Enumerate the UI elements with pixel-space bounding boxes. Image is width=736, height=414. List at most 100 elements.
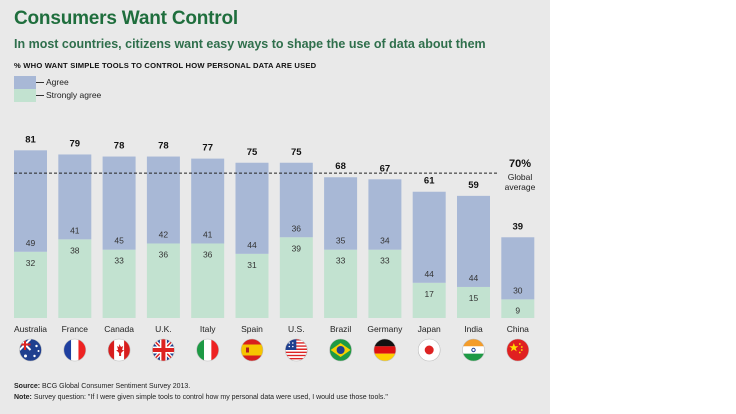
data-label-agree: 44 bbox=[469, 273, 479, 283]
x-tick-label: Japan bbox=[418, 324, 441, 334]
bar-strongly-agree bbox=[412, 282, 446, 318]
data-label-total: 67 bbox=[380, 163, 391, 174]
data-label-agree: 35 bbox=[336, 236, 346, 246]
x-tick-label: Brazil bbox=[330, 324, 351, 334]
bar-agree bbox=[501, 237, 535, 300]
japan-flag-icon bbox=[417, 338, 441, 362]
stacked-bar-chart: 49 32 81 Australia 41 38 79 France 45 33 78 Canada 4… bbox=[14, 134, 536, 362]
x-tick-label: Italy bbox=[200, 324, 216, 334]
data-label-total: 79 bbox=[70, 138, 81, 149]
brazil-flag-icon bbox=[329, 338, 352, 362]
data-label-strongly-agree: 36 bbox=[203, 249, 213, 259]
legend-leader-strongly-agree bbox=[36, 95, 44, 96]
data-label-total: 78 bbox=[158, 141, 169, 152]
germany-flag-icon bbox=[373, 338, 397, 362]
bar-agree bbox=[279, 162, 313, 238]
x-tick-label: France bbox=[62, 324, 89, 334]
legend-label-agree: Agree bbox=[46, 77, 69, 87]
chart-subtitle: In most countries, citizens want easy wa… bbox=[14, 37, 486, 51]
legend-label-strongly-agree: Strongly agree bbox=[46, 90, 102, 100]
data-label-agree: 44 bbox=[247, 240, 257, 250]
bar-strongly-agree bbox=[235, 253, 269, 318]
bar-strongly-agree bbox=[191, 243, 225, 318]
legend-leader-agree bbox=[36, 82, 44, 83]
data-label-agree: 42 bbox=[159, 229, 169, 239]
bar-agree bbox=[14, 150, 47, 252]
bar-agree bbox=[58, 154, 92, 240]
bar-strongly-agree bbox=[14, 251, 47, 318]
note-line: Note: Survey question: "If I were given … bbox=[14, 394, 388, 401]
data-label-agree: 49 bbox=[26, 238, 36, 248]
bar-strongly-agree bbox=[102, 249, 136, 318]
x-tick-label: U.K. bbox=[155, 324, 172, 334]
spain-flag-icon bbox=[240, 338, 264, 362]
uk-flag-icon bbox=[152, 338, 175, 362]
bar-strongly-agree bbox=[368, 249, 402, 318]
bar-strongly-agree bbox=[279, 237, 313, 318]
chart-title: Consumers Want Control bbox=[14, 8, 238, 29]
reference-line-label: Global bbox=[508, 172, 533, 182]
x-tick-label: Spain bbox=[241, 324, 263, 334]
data-label-agree: 45 bbox=[114, 236, 124, 246]
data-label-agree: 41 bbox=[70, 225, 80, 235]
bar-agree bbox=[368, 179, 402, 250]
data-label-strongly-agree: 39 bbox=[292, 243, 302, 253]
data-label-strongly-agree: 33 bbox=[380, 256, 390, 266]
china-flag-icon bbox=[506, 338, 530, 362]
x-tick-label: Canada bbox=[104, 324, 134, 334]
data-label-strongly-agree: 33 bbox=[114, 256, 124, 266]
india-flag-icon bbox=[462, 338, 485, 362]
data-label-agree: 41 bbox=[203, 229, 213, 239]
bar-strongly-agree bbox=[324, 249, 358, 318]
y-axis-label: % WHO WANT SIMPLE TOOLS TO CONTROL HOW P… bbox=[14, 61, 317, 70]
data-label-strongly-agree: 32 bbox=[26, 258, 36, 268]
italy-flag-icon bbox=[196, 338, 219, 362]
data-label-total: 75 bbox=[291, 147, 302, 158]
data-label-strongly-agree: 36 bbox=[159, 249, 169, 259]
data-label-strongly-agree: 31 bbox=[247, 260, 257, 270]
data-label-total: 61 bbox=[424, 176, 435, 187]
bar-strongly-agree bbox=[457, 286, 490, 318]
australia-flag-icon bbox=[19, 338, 42, 362]
bar-agree bbox=[235, 162, 269, 254]
x-tick-label: China bbox=[507, 324, 529, 334]
bar-agree bbox=[146, 156, 180, 244]
bar-strongly-agree bbox=[146, 243, 180, 318]
chart-footer: Source: BCG Global Consumer Sentiment Su… bbox=[14, 381, 388, 403]
bar-agree bbox=[457, 195, 490, 287]
x-tick-label: Australia bbox=[14, 324, 47, 334]
bar-agree bbox=[324, 177, 358, 250]
data-label-total: 78 bbox=[114, 141, 125, 152]
data-label-total: 59 bbox=[468, 180, 479, 191]
data-label-strongly-agree: 33 bbox=[336, 256, 346, 266]
data-label-strongly-agree: 9 bbox=[515, 305, 520, 315]
bar-strongly-agree bbox=[58, 239, 92, 318]
chart-panel: Consumers Want Control In most countries… bbox=[0, 0, 550, 414]
data-label-agree: 34 bbox=[380, 236, 390, 246]
france-flag-icon bbox=[63, 338, 87, 362]
us-flag-icon bbox=[284, 338, 308, 362]
canada-flag-icon bbox=[107, 338, 131, 362]
data-label-strongly-agree: 15 bbox=[469, 293, 479, 303]
data-label-agree: 36 bbox=[292, 223, 302, 233]
reference-line-value: 70% bbox=[509, 158, 531, 170]
x-tick-label: Germany bbox=[367, 324, 403, 334]
bar-agree bbox=[412, 191, 446, 283]
legend-swatch-strongly-agree bbox=[14, 89, 36, 102]
source-line: Source: BCG Global Consumer Sentiment Su… bbox=[14, 383, 191, 390]
bar-strongly-agree bbox=[501, 299, 535, 318]
bar-agree bbox=[102, 156, 136, 250]
legend-swatch-agree bbox=[14, 76, 36, 89]
reference-line-label: average bbox=[505, 182, 536, 192]
data-label-agree: 30 bbox=[513, 285, 523, 295]
x-tick-label: U.S. bbox=[288, 324, 305, 334]
data-label-strongly-agree: 17 bbox=[424, 289, 434, 299]
data-label-total: 39 bbox=[513, 221, 524, 232]
data-label-total: 68 bbox=[335, 161, 346, 172]
data-label-total: 75 bbox=[247, 147, 258, 158]
data-label-total: 81 bbox=[25, 134, 36, 145]
x-tick-label: India bbox=[464, 324, 483, 334]
data-label-strongly-agree: 38 bbox=[70, 245, 80, 255]
data-label-total: 77 bbox=[202, 143, 213, 154]
data-label-agree: 44 bbox=[424, 269, 434, 279]
